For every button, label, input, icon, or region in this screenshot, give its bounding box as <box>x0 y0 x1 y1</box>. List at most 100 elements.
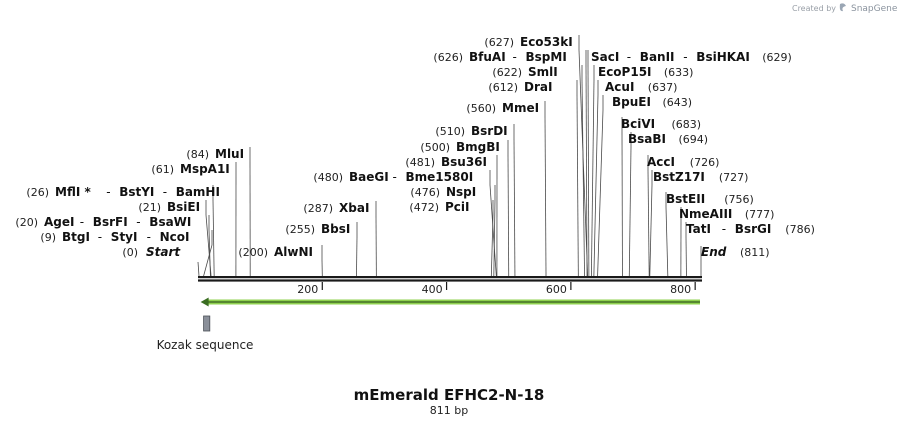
enzyme-ncoi[interactable]: NcoI <box>160 230 190 244</box>
enzyme-bme1580i[interactable]: Bme1580I <box>406 170 474 184</box>
enzyme-alwni[interactable]: AlwNI <box>274 245 313 259</box>
site-position: (683) <box>672 118 702 131</box>
enzyme-bsiei[interactable]: BsiEI <box>167 200 200 214</box>
enzyme-btgi[interactable]: BtgI <box>62 230 90 244</box>
enzyme-bsteii[interactable]: BstEII <box>666 192 705 206</box>
site-bcivi[interactable]: BciVI (683) <box>621 117 701 131</box>
cut-line-ecop15i <box>590 79 595 277</box>
site-bmgbi[interactable]: BmgBI (500) <box>420 140 499 154</box>
feature-kozak-sequence[interactable]: Kozak sequence <box>157 315 254 352</box>
enzyme-bsrgi[interactable]: BsrGI <box>735 222 772 236</box>
name-separator: - <box>393 170 397 184</box>
enzyme-eco53ki[interactable]: Eco53kI <box>520 35 573 49</box>
enzyme-bmgbi[interactable]: BmgBI <box>456 140 500 154</box>
enzyme-xbai[interactable]: XbaI <box>339 201 369 215</box>
enzyme-ecop15i[interactable]: EcoP15I <box>598 65 652 79</box>
enzyme-mlui[interactable]: MluI <box>215 147 244 161</box>
site-position: (637) <box>648 81 678 94</box>
cut-line-pcii <box>490 214 494 277</box>
enzyme-bsrfi[interactable]: BsrFI <box>93 215 128 229</box>
enzyme-banii[interactable]: BanII <box>640 50 675 64</box>
site-bpuei[interactable]: BpuEI (643) <box>612 95 692 109</box>
enzyme-mfli[interactable]: MflI * <box>55 185 91 199</box>
snapgene-logo-icon <box>839 3 846 12</box>
enzyme-bstz17i[interactable]: BstZ17I <box>653 170 705 184</box>
site-mfli[interactable]: MflI * - BstYI - BamHI(26) <box>26 185 220 199</box>
site-bsu36i[interactable]: Bsu36I (481) <box>405 155 487 169</box>
cut-line-baegi <box>489 184 497 277</box>
cut-line-start <box>197 261 200 277</box>
arrow-left-icon <box>200 297 209 307</box>
site-bbsi[interactable]: BbsI (255) <box>285 222 350 236</box>
enzyme-mspa1i[interactable]: MspA1I <box>180 162 230 176</box>
site-bsiei[interactable]: BsiEI (21) <box>138 200 200 214</box>
site-saci[interactable]: SacI - BanII - BsiHKAI (629) <box>591 50 792 64</box>
site-acci[interactable]: AccI (726) <box>647 155 719 169</box>
enzyme-bsu36i[interactable]: Bsu36I <box>441 155 487 169</box>
enzyme-pcii[interactable]: PciI <box>445 200 470 214</box>
site-bfuai[interactable]: BfuAI - BspMI (626) <box>433 50 566 64</box>
site-position: (84) <box>186 148 209 161</box>
site-tati[interactable]: TatI - BsrGI (786) <box>686 222 815 236</box>
site-position: (726) <box>690 156 720 169</box>
enzyme-bsabi[interactable]: BsaBI <box>628 132 666 146</box>
site-eco53ki[interactable]: Eco53kI (627) <box>484 35 572 49</box>
site-position: (694) <box>679 133 709 146</box>
enzyme-drai[interactable]: DraI <box>524 80 552 94</box>
site-position: (510) <box>435 125 465 138</box>
site-smli[interactable]: SmlI (622) <box>492 65 557 79</box>
enzyme-bamhi[interactable]: BamHI <box>176 185 220 199</box>
cut-line-bfuai <box>585 64 588 277</box>
site-mspa1i[interactable]: MspA1I (61) <box>151 162 229 176</box>
site-nspi[interactable]: NspI (476) <box>410 185 476 199</box>
snapgene-credit[interactable]: Created by SnapGene <box>792 3 898 14</box>
kozak-sequence-label: Kozak sequence <box>157 338 254 352</box>
enzyme-bsrdi[interactable]: BsrDI <box>471 124 508 138</box>
site-mmei[interactable]: MmeI (560) <box>466 101 539 115</box>
orf-arrow[interactable] <box>200 297 700 307</box>
site-bsrdi[interactable]: BsrDI (510) <box>435 124 507 138</box>
enzyme-mmei[interactable]: MmeI <box>502 101 539 115</box>
site-baegi[interactable]: BaeGI - Bme1580I (480) <box>313 170 473 184</box>
cut-line-eco53ki <box>578 49 589 277</box>
site-bsteii[interactable]: BstEII (756) <box>666 192 754 206</box>
enzyme-nmeaiii[interactable]: NmeAIII <box>679 207 732 221</box>
enzyme-bfuai[interactable]: BfuAI <box>469 50 506 64</box>
enzyme-bsawi[interactable]: BsaWI <box>149 215 191 229</box>
site-alwni[interactable]: AlwNI (200) <box>238 245 313 259</box>
enzyme-bpuei[interactable]: BpuEI <box>612 95 651 109</box>
site-nmeaiii[interactable]: NmeAIII (777) <box>679 207 774 221</box>
enzyme-bbsi[interactable]: BbsI <box>321 222 350 236</box>
site-btgi[interactable]: BtgI - StyI - NcoI(9) <box>40 230 189 244</box>
enzyme-bstyi[interactable]: BstYI <box>119 185 154 199</box>
site-ecop15i[interactable]: EcoP15I (633) <box>598 65 693 79</box>
site-bstz17i[interactable]: BstZ17I (727) <box>653 170 748 184</box>
enzyme-bspmi[interactable]: BspMI <box>526 50 567 64</box>
name-separator: - <box>513 50 517 64</box>
cut-line-mmei <box>544 115 547 277</box>
name-separator: - <box>163 185 167 199</box>
enzyme-baegi[interactable]: BaeGI <box>349 170 389 184</box>
enzyme-acui[interactable]: AcuI <box>605 80 634 94</box>
enzyme-bsihkai[interactable]: BsiHKAI <box>696 50 750 64</box>
enzyme-styi[interactable]: StyI <box>111 230 138 244</box>
enzyme-nspi[interactable]: NspI <box>446 185 476 199</box>
cut-line-drai <box>576 94 579 277</box>
enzyme-acci[interactable]: AccI <box>647 155 675 169</box>
cut-line-bsabi <box>628 146 632 277</box>
enzyme-tati[interactable]: TatI <box>686 222 711 236</box>
enzyme-saci[interactable]: SacI <box>591 50 619 64</box>
enzyme-agei[interactable]: AgeI <box>44 215 74 229</box>
site-agei[interactable]: AgeI - BsrFI - BsaWI(20) <box>15 215 191 229</box>
site-bsabi[interactable]: BsaBI (694) <box>628 132 708 146</box>
enzyme-smli[interactable]: SmlI <box>528 65 558 79</box>
site-mlui[interactable]: MluI (84) <box>186 147 244 161</box>
site-pcii[interactable]: PciI (472) <box>409 200 469 214</box>
site-position: (20) <box>15 216 38 229</box>
site-acui[interactable]: AcuI (637) <box>605 80 677 94</box>
site-xbai[interactable]: XbaI (287) <box>303 201 369 215</box>
site-drai[interactable]: DraI (612) <box>488 80 552 94</box>
site-position: (756) <box>724 193 754 206</box>
enzyme-bcivi[interactable]: BciVI <box>621 117 655 131</box>
tick-label-600: 600 <box>546 283 567 296</box>
